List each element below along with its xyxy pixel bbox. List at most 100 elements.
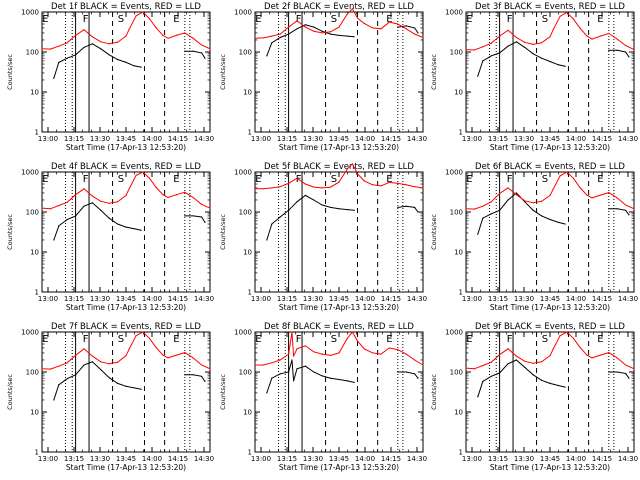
data-point <box>192 215 194 217</box>
data-point <box>346 13 348 15</box>
data-point <box>388 181 390 183</box>
data-point <box>155 27 157 29</box>
data-point <box>541 57 543 59</box>
data-point <box>616 197 618 199</box>
data-point <box>507 29 509 31</box>
data-point <box>541 200 543 202</box>
data-point <box>128 187 130 189</box>
data-point <box>422 364 424 366</box>
x-tick-label: 13:15 <box>488 295 508 303</box>
data-point <box>499 35 501 37</box>
data-point <box>515 36 518 39</box>
chart-panel-2: Det 2f BLACK = Events, RED = LLD 1 10 100 10… <box>219 2 427 152</box>
data-point <box>507 45 509 47</box>
data-point <box>83 205 85 207</box>
data-point <box>254 188 256 190</box>
data-point <box>591 197 593 199</box>
data-point <box>321 375 323 377</box>
y-tick-label: 1 <box>35 289 39 297</box>
x-tick-label: 14:15 <box>592 135 612 143</box>
x-tick-label: 14:30 <box>407 295 427 303</box>
x-tick-label: 14:15 <box>592 455 612 463</box>
data-point <box>100 41 102 43</box>
x-tick-label: 14:30 <box>194 135 214 143</box>
data-point <box>125 35 127 37</box>
data-point <box>53 239 55 241</box>
data-point <box>572 18 575 20</box>
data-point <box>49 208 52 210</box>
data-point <box>524 366 526 369</box>
data-point <box>330 206 332 209</box>
segment-marker: F <box>83 174 89 185</box>
y-tick-label: 10 <box>454 249 463 257</box>
data-point <box>414 206 416 209</box>
y-tick-label: 10 <box>243 409 252 417</box>
data-point <box>380 28 382 30</box>
data-point <box>482 380 484 383</box>
x-axis-label: Start Time (17-Apr-13 12:53:20) <box>66 303 186 312</box>
series-line-events <box>53 361 206 401</box>
data-point <box>279 359 281 361</box>
data-point <box>499 372 501 374</box>
data-point <box>91 202 93 204</box>
data-point <box>557 384 560 387</box>
data-point <box>192 37 194 39</box>
data-point <box>549 355 551 357</box>
data-point <box>559 175 561 177</box>
data-point <box>380 353 382 355</box>
x-tick-label: 13:15 <box>64 135 84 143</box>
data-point <box>201 375 203 377</box>
data-point <box>262 188 264 190</box>
chart-panel-5: Det 5f BLACK = Events, RED = LLD 1 10 100 10… <box>219 162 427 312</box>
data-point <box>388 21 390 23</box>
data-point <box>304 194 306 197</box>
segment-marker: F <box>507 174 513 185</box>
data-point <box>313 351 315 353</box>
y-tick-label: 10 <box>243 89 252 97</box>
x-tick-label: 14:00 <box>566 455 586 463</box>
data-point <box>477 233 479 235</box>
chart-panel-4: Det 4f BLACK = Events, RED = LLD 1 10 100 10… <box>6 162 214 312</box>
data-point <box>321 30 323 32</box>
data-point <box>414 373 416 375</box>
x-tick-label: 13:00 <box>462 455 482 463</box>
data-point <box>515 359 518 361</box>
x-axis-label: Start Time (17-Apr-13 12:53:20) <box>279 143 399 152</box>
data-point <box>346 208 348 211</box>
y-axis-label: Counts/sec <box>6 214 14 250</box>
data-point <box>591 38 593 40</box>
data-point <box>53 399 55 401</box>
segment-marker: S <box>331 14 337 25</box>
segment-marker: F <box>296 14 302 25</box>
chart-panel-7: Det 7f BLACK = Events, RED = LLD 1 10 100 10… <box>6 322 214 472</box>
data-point <box>117 361 119 363</box>
x-tick-label: 14:00 <box>142 135 162 143</box>
data-point <box>552 188 554 190</box>
x-axis-label: Start Time (17-Apr-13 12:53:20) <box>490 463 610 472</box>
data-point <box>321 187 323 189</box>
x-tick-label: 13:00 <box>38 455 58 463</box>
data-point <box>66 42 68 44</box>
data-point <box>633 368 635 370</box>
y-axis-label: Counts/sec <box>219 214 227 250</box>
segment-marker: E <box>597 334 603 345</box>
y-tick-label: 1000 <box>234 329 252 337</box>
data-point <box>346 35 348 37</box>
data-point <box>184 50 186 52</box>
data-point <box>148 18 151 20</box>
data-point <box>356 173 359 175</box>
data-point <box>608 32 610 35</box>
data-point <box>209 207 211 209</box>
data-point <box>296 177 298 179</box>
data-point <box>288 33 290 35</box>
data-point <box>162 354 164 356</box>
chart-title: Det 3f BLACK = Events, RED = LLD <box>475 2 625 12</box>
data-point <box>117 223 119 225</box>
data-point <box>579 347 581 349</box>
x-tick-label: 13:45 <box>329 135 349 143</box>
data-point <box>66 201 68 203</box>
data-point <box>482 205 484 207</box>
data-point <box>162 194 164 196</box>
data-point <box>338 34 340 37</box>
data-point <box>288 182 290 184</box>
